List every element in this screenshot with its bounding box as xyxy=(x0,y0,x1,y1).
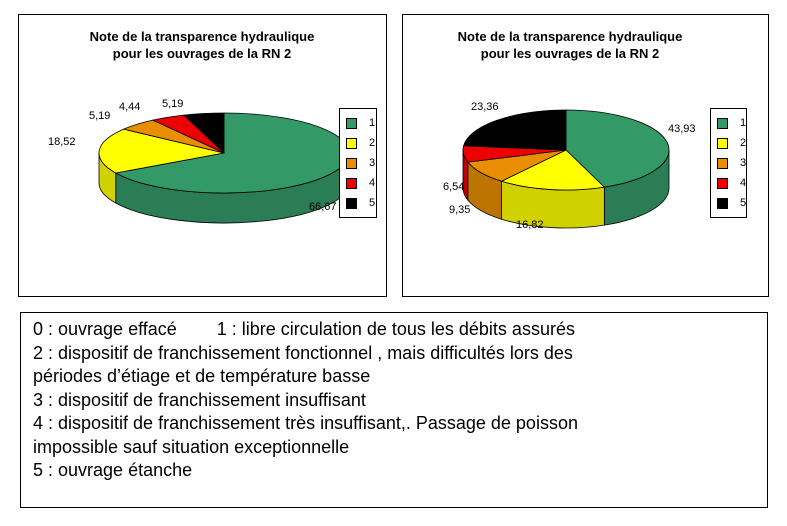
chart-panel-right: Note de la transparence hydraulique pour … xyxy=(402,14,769,297)
legend-label: 2 xyxy=(740,137,747,149)
note-line: 4 : dispositif de franchissement très in… xyxy=(33,413,578,433)
legend-swatch xyxy=(717,117,728,129)
chart-title-line: pour les ouvrages de la RN 2 xyxy=(113,46,291,61)
legend-swatch xyxy=(346,177,357,189)
pie-slice-1 xyxy=(565,109,670,188)
legend-swatch xyxy=(717,157,728,169)
data-label: 6,54 xyxy=(443,181,464,193)
legend-left: 1 2 3 4 5 xyxy=(339,108,377,218)
legend-item: 2 xyxy=(346,133,376,153)
legend-swatch xyxy=(717,177,728,189)
legend-label: 4 xyxy=(369,177,376,189)
pie-slice-5 xyxy=(463,109,567,151)
chart-title-line: Note de la transparence hydraulique xyxy=(90,29,315,44)
legend-swatch xyxy=(346,197,357,209)
chart-title-line: Note de la transparence hydraulique xyxy=(458,29,683,44)
pie-top xyxy=(462,109,670,191)
note-line: périodes d’étiage et de température bass… xyxy=(33,366,371,386)
note-line: 2 : dispositif de franchissement fonctio… xyxy=(33,342,573,363)
legend-item: 1 xyxy=(717,113,746,133)
legend-label: 5 xyxy=(369,197,376,209)
legend-item: 5 xyxy=(717,193,746,213)
chart-panel-left: Note de la transparence hydraulique pour … xyxy=(18,14,387,297)
legend-label: 2 xyxy=(369,137,376,149)
note-line: 0 : ouvrage effacé 1 : libre circulation… xyxy=(33,319,575,339)
legend-label: 1 xyxy=(369,117,376,129)
legend-swatch xyxy=(346,157,357,169)
data-label: 5,19 xyxy=(89,110,110,122)
data-label: 9,35 xyxy=(449,204,470,216)
pie-slice-5 xyxy=(183,112,225,154)
legend-item: 5 xyxy=(346,193,376,213)
legend-item: 4 xyxy=(346,173,376,193)
legend-item: 3 xyxy=(717,153,746,173)
pie-side-walls xyxy=(462,149,670,229)
data-label: 18,52 xyxy=(48,136,76,148)
legend-label: 3 xyxy=(369,157,376,169)
legend-item: 1 xyxy=(346,113,376,133)
chart-title-line: pour les ouvrages de la RN 2 xyxy=(481,46,659,61)
pie-chart-right: Note de la transparence hydraulique pour … xyxy=(443,29,696,231)
legend-item: 2 xyxy=(717,133,746,153)
legend-label: 5 xyxy=(740,197,747,209)
note-line: impossible sauf situation exceptionnelle xyxy=(33,436,350,457)
legend-label: 4 xyxy=(740,177,747,189)
legend-right: 1 2 3 4 5 xyxy=(710,108,747,218)
legend-swatch xyxy=(717,197,728,209)
data-label: 16,82 xyxy=(516,219,544,231)
pie-slice-1 xyxy=(114,112,350,194)
legend-swatch xyxy=(717,137,728,149)
pie-slice-2 xyxy=(98,128,225,174)
legend-swatch xyxy=(346,117,357,129)
data-label: 5,19 xyxy=(162,98,183,110)
data-label: 66,67 xyxy=(309,201,337,213)
legend-label: 3 xyxy=(740,157,747,169)
note-line: 3 : dispositif de franchissement insuffi… xyxy=(33,389,366,410)
pie-chart-left: Note de la transparence hydraulique pour … xyxy=(48,29,350,224)
data-label: 23,36 xyxy=(471,101,499,113)
legend-item: 3 xyxy=(346,153,376,173)
notes-box: 0 : ouvrage effacé 1 : libre circulation… xyxy=(20,312,768,508)
data-label: 43,93 xyxy=(668,123,696,135)
pie-slice-2 xyxy=(500,149,606,191)
legend-label: 1 xyxy=(740,117,747,129)
legend-item: 4 xyxy=(717,173,746,193)
legend-swatch xyxy=(346,137,357,149)
pie-top xyxy=(98,112,350,194)
note-line: 5 : ouvrage étanche xyxy=(33,460,193,480)
data-label: 4,44 xyxy=(119,101,140,113)
